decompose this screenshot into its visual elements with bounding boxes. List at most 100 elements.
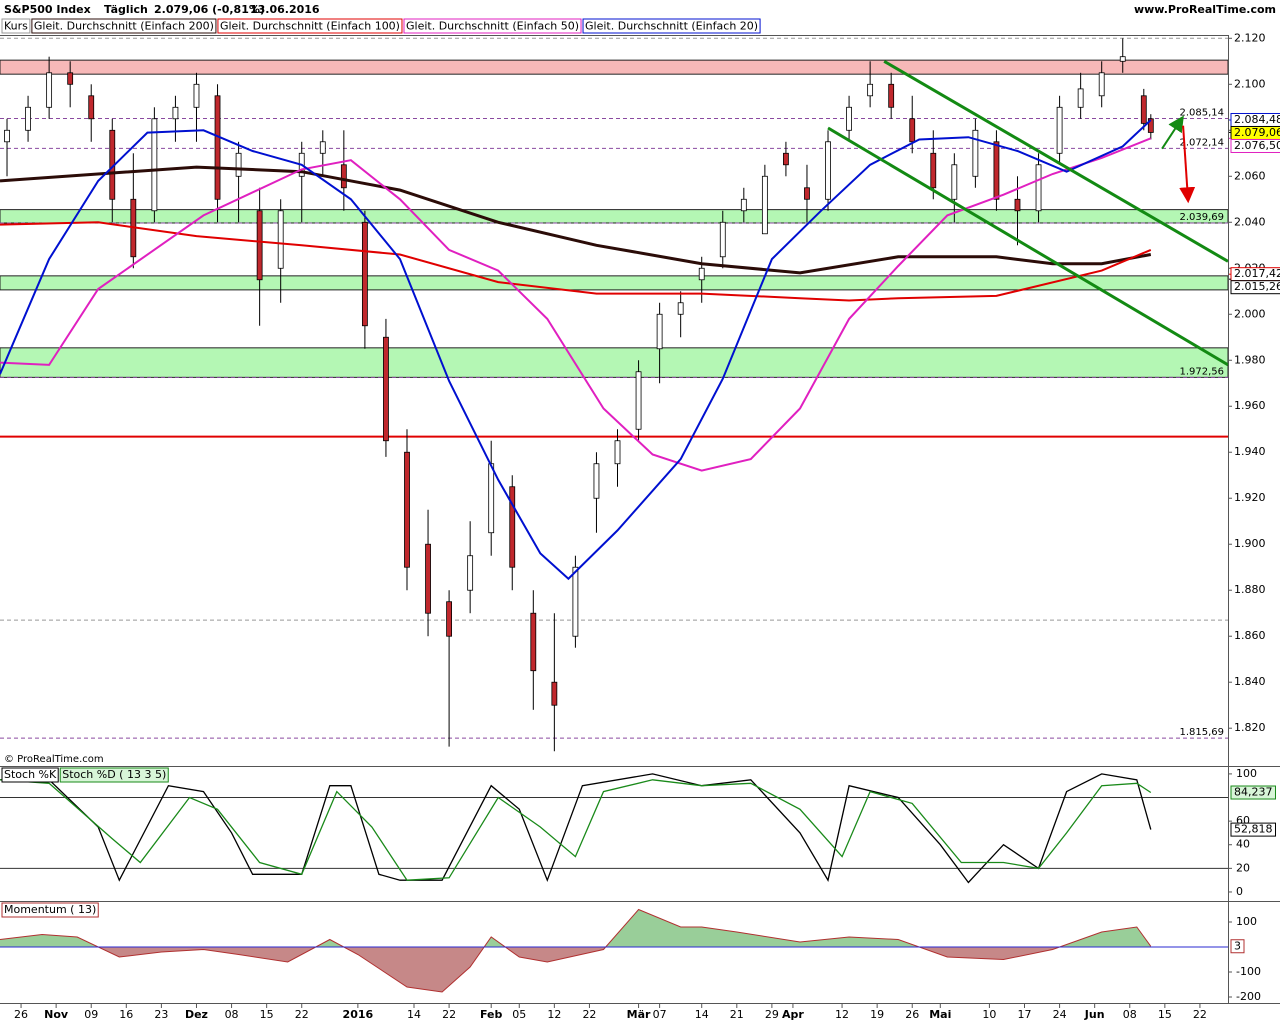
x-tick-label: 15	[1158, 1008, 1172, 1021]
candle-body	[846, 106, 852, 131]
axis-value-label-text: 2.079,06	[1234, 126, 1280, 139]
axis-value-label-text: 2.017,42	[1234, 267, 1280, 280]
candle-body	[193, 83, 200, 108]
legend-text: Gleit. Durchschnitt (Einfach 200)	[34, 20, 214, 33]
level-label: 2.072,14	[1179, 137, 1224, 148]
axis-value-label-box	[1230, 280, 1280, 295]
candle-body	[383, 336, 389, 442]
candle-body	[593, 463, 600, 499]
axis-value-label-text: 2.084,48	[1234, 113, 1280, 126]
y-tick-label: -100	[1236, 965, 1261, 978]
candle-body	[761, 175, 768, 235]
last-value-label-box	[1230, 939, 1245, 954]
candle-body	[67, 72, 74, 85]
legend-box	[582, 18, 761, 34]
legend-item: Kurs	[1, 18, 31, 34]
x-tick-label: 22	[442, 1008, 456, 1021]
axis-value-label: 2.079,06	[1230, 125, 1280, 140]
x-tick-label: Mai	[929, 1008, 951, 1021]
last-value-label-box	[1230, 822, 1276, 837]
candle-body	[951, 164, 958, 200]
candle-body	[404, 451, 410, 568]
last-value-label: 84,237	[1230, 785, 1276, 800]
x-tick-label: 22	[582, 1008, 596, 1021]
y-tick-label: 1.840	[1234, 675, 1266, 688]
x-tick-label: 14	[407, 1008, 421, 1021]
y-tick-label: 2.060	[1234, 169, 1266, 182]
candle-body	[783, 152, 789, 166]
moving-average	[0, 165, 1152, 275]
candle-body	[825, 141, 831, 200]
y-tick-label: 1.860	[1234, 629, 1266, 642]
date: 13.06.2016	[250, 3, 320, 16]
legend-text: Gleit. Durchschnitt (Einfach 100)	[220, 20, 400, 33]
axis-value-label: 2.084,48	[1230, 112, 1280, 127]
x-tick-label: 10	[982, 1008, 996, 1021]
candle-body	[509, 486, 516, 568]
candle-body	[1147, 118, 1154, 133]
x-tick-label: Feb	[480, 1008, 503, 1021]
candle-body	[1119, 56, 1126, 62]
moving-average	[0, 119, 1152, 581]
x-tick-label: 26	[14, 1008, 28, 1021]
y-tick-label: 1.980	[1234, 353, 1266, 366]
copyright: © ProRealTime.com	[4, 754, 104, 765]
y-tick-label: 100	[1236, 915, 1257, 928]
legend-item: Momentum ( 13)	[1, 902, 99, 918]
last-value-label-text: 84,237	[1234, 786, 1273, 799]
site: www.ProRealTime.com	[1134, 3, 1276, 16]
candle-body	[488, 463, 495, 534]
legend-text: Stoch %K	[4, 768, 57, 781]
y-tick-label: 2.100	[1234, 77, 1266, 90]
candle-body	[256, 210, 263, 281]
x-tick-label: 08	[1123, 1008, 1137, 1021]
candle-body	[719, 221, 726, 258]
x-tick-label: 22	[295, 1008, 309, 1021]
trend-line	[883, 60, 1228, 263]
legend-box	[1, 18, 31, 34]
last-value-label-box	[1230, 785, 1276, 800]
x-tick-label: 21	[730, 1008, 744, 1021]
candle-body	[1077, 88, 1084, 108]
candle-body	[319, 141, 326, 154]
x-tick-label: 19	[870, 1008, 884, 1021]
x-tick-label: 24	[1053, 1008, 1067, 1021]
x-tick-label: 09	[84, 1008, 98, 1021]
x-tick-label: 26	[905, 1008, 919, 1021]
x-tick-label: 23	[154, 1008, 168, 1021]
axis-value-label-text: 2.076,50	[1234, 139, 1280, 152]
level-label: 2.039,69	[1179, 212, 1224, 223]
zone	[0, 59, 1228, 75]
y-tick-label: 100	[1236, 767, 1257, 780]
x-tick-label: Mär	[627, 1008, 651, 1021]
axis-value-label: 2.076,50	[1230, 138, 1280, 153]
momentum-line	[0, 908, 1152, 993]
last-value-label: 52,818	[1230, 822, 1276, 837]
x-tick-label: Nov	[44, 1008, 69, 1021]
trend-line	[827, 126, 1228, 367]
candle-body	[614, 440, 621, 465]
candle-body	[4, 129, 10, 143]
candle-body	[656, 313, 663, 350]
x-tick-label: 17	[1018, 1008, 1032, 1021]
last-value-label: 3	[1230, 939, 1245, 954]
candle-body	[25, 106, 31, 131]
level-label: 1.972,56	[1179, 366, 1224, 377]
x-tick-label: 22	[1193, 1008, 1207, 1021]
x-tick-label: 12	[835, 1008, 849, 1021]
legend-item: Gleit. Durchschnitt (Einfach 50)	[403, 18, 582, 34]
y-tick-label: 1.820	[1234, 721, 1266, 734]
level-label: 1.815,69	[1179, 727, 1224, 738]
legend-item: Gleit. Durchschnitt (Einfach 20)	[582, 18, 761, 34]
last-value-label-text: 3	[1234, 939, 1241, 952]
y-tick-label: 1.960	[1234, 399, 1266, 412]
y-tick-label: 20	[1236, 861, 1250, 874]
candle-body	[172, 106, 179, 120]
y-tick-label: 2.040	[1234, 215, 1266, 228]
momentum-neg-area	[0, 947, 1151, 992]
last-value-label-text: 52,818	[1234, 823, 1273, 836]
candle-body	[1035, 164, 1042, 212]
candle-body	[804, 187, 810, 200]
